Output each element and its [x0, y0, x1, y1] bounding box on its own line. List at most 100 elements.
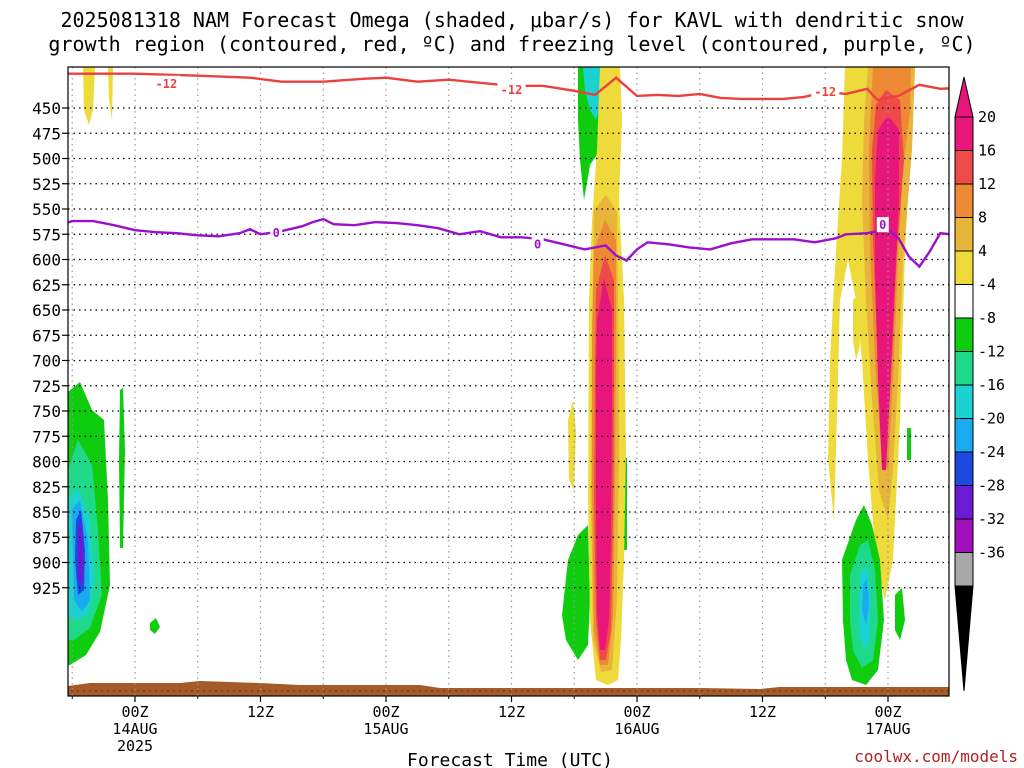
terrain-dot	[323, 690, 325, 692]
x-tick-date-48: 16AUG	[614, 720, 659, 738]
terrain-dot	[263, 690, 265, 692]
terrain-dot	[359, 690, 361, 692]
x-tick-label-0: 00Z	[121, 703, 148, 721]
terrain-dot	[785, 690, 787, 692]
terrain-dot	[761, 690, 763, 692]
terrain-dot	[893, 690, 895, 692]
y-tick-label-925: 925	[32, 579, 61, 598]
terrain-dot	[317, 690, 319, 692]
terrain-dot	[683, 690, 685, 692]
colorbar-swatch-7	[954, 351, 974, 386]
terrain-dot	[419, 690, 421, 692]
y-tick-label-450: 450	[32, 99, 61, 118]
terrain-dot	[377, 690, 379, 692]
terrain-dot	[617, 690, 619, 692]
terrain-dot	[485, 690, 487, 692]
terrain-dot	[545, 690, 547, 692]
terrain-dot	[257, 690, 259, 692]
omega-region-11	[568, 400, 576, 490]
terrain-dot	[425, 690, 427, 692]
terrain-dot	[467, 690, 469, 692]
terrain-dot	[287, 690, 289, 692]
x-tick-label-60: 12Z	[749, 703, 776, 721]
colorbar-swatch-3	[954, 217, 974, 252]
colorbar-swatch-12	[954, 518, 974, 553]
terrain-dot	[707, 690, 709, 692]
omega-region-8	[83, 67, 95, 125]
omega-region-10	[562, 525, 590, 660]
terrain-dot	[911, 690, 913, 692]
y-tick-label-750: 750	[32, 402, 61, 421]
terrain-dot	[107, 690, 109, 692]
terrain-dot	[845, 690, 847, 692]
terrain-dot	[575, 690, 577, 692]
terrain-dot	[407, 690, 409, 692]
colorbar-swatch-4	[954, 250, 974, 285]
terrain-dot	[179, 690, 181, 692]
x-axis-label: Forecast Time (UTC)	[407, 750, 613, 768]
terrain-dot	[209, 690, 211, 692]
terrain-dot	[857, 690, 859, 692]
colorbar-swatch-1	[954, 150, 974, 185]
omega-region-30	[907, 428, 911, 460]
dgz-contour-line	[68, 72, 949, 102]
terrain-dot	[509, 690, 511, 692]
omega-region-19	[596, 278, 612, 650]
y-tick-label-825: 825	[32, 478, 61, 497]
terrain-dot	[941, 690, 943, 692]
terrain-dot	[119, 690, 121, 692]
terrain-dot	[731, 690, 733, 692]
terrain-dot	[581, 690, 583, 692]
terrain-dot	[641, 690, 643, 692]
terrain-dot	[143, 690, 145, 692]
omega-region-5	[78, 520, 84, 585]
colorbar-swatch-0	[954, 116, 974, 151]
terrain-dot	[827, 690, 829, 692]
terrain-dot	[791, 690, 793, 692]
terrain-dot	[137, 690, 139, 692]
terrain-dot	[71, 690, 73, 692]
terrain-dot	[605, 690, 607, 692]
y-tick-label-550: 550	[32, 200, 61, 219]
omega-region-9	[108, 67, 113, 120]
colorbar-label-5: -4	[978, 276, 996, 294]
colorbar-label-9: -20	[978, 410, 1005, 428]
colorbar-label-6: -8	[978, 309, 996, 327]
omega-region-29	[895, 588, 905, 640]
terrain-dot	[341, 690, 343, 692]
terrain-dot	[173, 690, 175, 692]
terrain-dot	[77, 690, 79, 692]
terrain-dot	[743, 690, 745, 692]
y-tick-label-700: 700	[32, 352, 61, 371]
y-tick-label-575: 575	[32, 225, 61, 244]
terrain-band	[68, 681, 949, 696]
terrain-dot	[839, 690, 841, 692]
y-axis-ticks: 450 475 500 525 550 575 600 625 650 675 700 725 750 7…	[32, 99, 68, 598]
terrain-dot	[413, 690, 415, 692]
terrain-dot	[329, 690, 331, 692]
colorbar-swatch-11	[954, 485, 974, 520]
frz-label-2: 0	[534, 237, 541, 251]
x-tick-year-0: 2025	[117, 737, 153, 755]
terrain-dot	[305, 690, 307, 692]
terrain-dot	[161, 690, 163, 692]
terrain-dot	[191, 690, 193, 692]
colorbar: 20 16 12 8 4 -4 -8 -12 -16 -20 -24 -28 -32 -36	[954, 76, 1005, 692]
colorbar-swatch-5	[954, 284, 974, 319]
terrain-dot	[401, 690, 403, 692]
terrain-dot	[365, 690, 367, 692]
terrain-dot	[701, 690, 703, 692]
terrain-dot	[611, 690, 613, 692]
terrain-dot	[539, 690, 541, 692]
x-tick-label-36: 12Z	[498, 703, 525, 721]
colorbar-label-10: -24	[978, 443, 1005, 461]
terrain-dot	[875, 690, 877, 692]
omega-region-7	[150, 618, 160, 634]
frz-label-3: 0	[879, 218, 886, 232]
colorbar-label-11: -28	[978, 477, 1005, 495]
terrain-dot	[557, 690, 559, 692]
terrain-dot	[83, 690, 85, 692]
terrain-dot	[917, 690, 919, 692]
y-tick-label-525: 525	[32, 175, 61, 194]
terrain-dot	[185, 690, 187, 692]
